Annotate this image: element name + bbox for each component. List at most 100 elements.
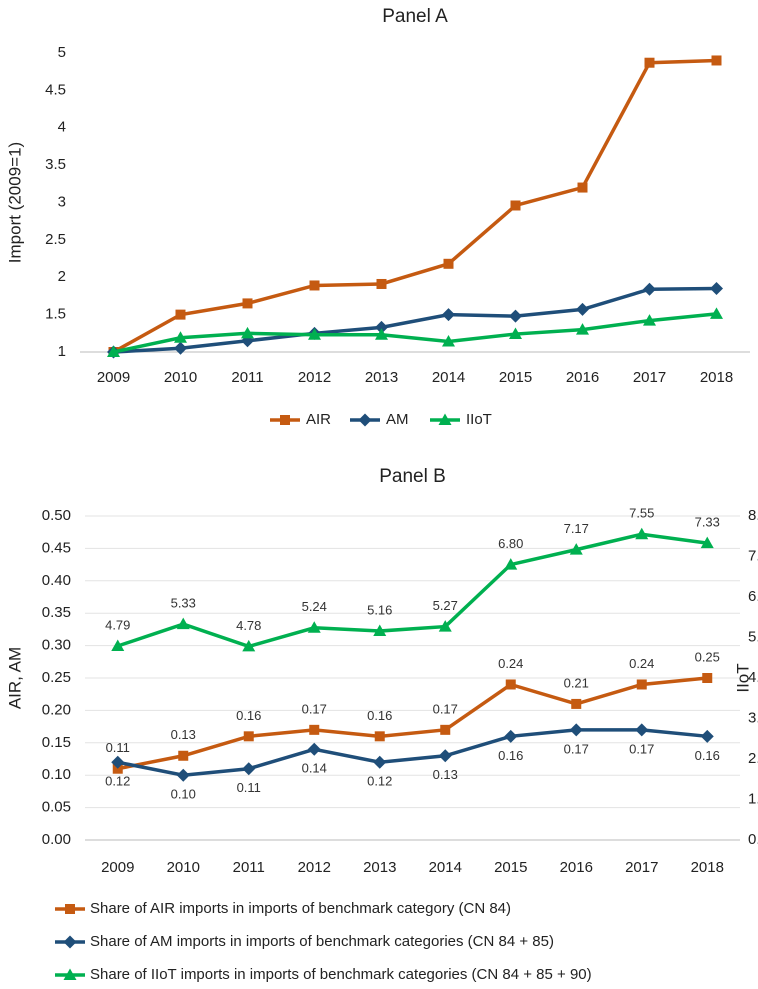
marker [643, 282, 656, 296]
x-tick-label: 2010 [167, 859, 200, 876]
y2-tick-label: 8.00 [748, 507, 758, 524]
x-tick-label: 2014 [429, 859, 462, 876]
data-label: 4.78 [236, 618, 261, 633]
marker [375, 328, 388, 340]
marker [442, 335, 455, 347]
data-label: 0.25 [695, 649, 720, 664]
data-label: 0.12 [105, 774, 130, 789]
marker [702, 673, 713, 683]
y-tick-label: 1 [58, 343, 66, 360]
marker [309, 724, 320, 735]
data-label: 0.21 [564, 675, 589, 690]
marker [504, 558, 518, 570]
marker [176, 617, 190, 630]
x-tick-label: 2016 [566, 369, 599, 386]
y-tick-label: 0.15 [42, 734, 71, 751]
y-tick-label: 4 [58, 119, 66, 136]
x-tick-label: 2011 [231, 369, 263, 386]
x-tick-label: 2018 [700, 369, 733, 386]
marker [443, 258, 454, 269]
marker [175, 309, 186, 320]
x-tick-label: 2009 [101, 859, 134, 876]
data-label: 0.17 [629, 741, 654, 756]
y-tick-label: 3.5 [45, 156, 66, 173]
marker [373, 755, 387, 769]
x-tick-label: 2013 [363, 859, 396, 876]
y-tick-label: 0.40 [42, 572, 71, 589]
line [117, 676, 708, 771]
marker [569, 723, 583, 737]
data-label: 7.55 [629, 506, 654, 521]
line [117, 728, 708, 777]
chart-title: Panel A [382, 6, 448, 27]
data-label: 0.24 [629, 656, 654, 671]
x-tick-label: 2016 [560, 859, 593, 876]
data-label: 0.13 [433, 767, 458, 782]
data-label: 0.10 [171, 787, 196, 802]
legend-label: Share of AIR imports in imports of bench… [90, 900, 511, 917]
marker [309, 280, 320, 291]
y2-tick-label: 1.00 [748, 790, 758, 807]
marker [504, 729, 518, 743]
data-label: 0.16 [367, 708, 392, 723]
data-label: 0.17 [564, 741, 589, 756]
x-tick-label: 2017 [625, 859, 658, 876]
x-tick-label: 2011 [233, 859, 265, 876]
data-label: 0.16 [236, 708, 261, 723]
x-tick-label: 2010 [164, 369, 197, 386]
marker [242, 762, 256, 776]
legend-label: IIoT [466, 411, 492, 428]
marker [111, 755, 125, 769]
data-label: 0.13 [171, 727, 196, 742]
marker [374, 731, 385, 742]
marker [242, 298, 253, 309]
legend-label: AIR [306, 411, 331, 428]
data-label: 0.12 [367, 774, 392, 789]
data-label: 0.24 [498, 656, 523, 671]
y-tick-label: 4.5 [45, 81, 66, 98]
data-label: 5.16 [367, 602, 392, 617]
data-label: 0.17 [302, 701, 327, 716]
marker [643, 314, 656, 326]
chart-title: Panel B [379, 466, 446, 487]
marker [505, 679, 516, 690]
y-tick-label: 0.50 [42, 507, 71, 524]
y-tick-label: 0.05 [42, 799, 71, 816]
data-label: 7.33 [695, 515, 720, 530]
marker [373, 624, 387, 637]
marker [571, 698, 582, 709]
y2-tick-label: 3.00 [748, 709, 758, 726]
marker [644, 57, 655, 68]
marker [635, 527, 649, 540]
marker [280, 415, 290, 425]
marker [176, 768, 190, 782]
marker [509, 309, 522, 323]
y2-tick-label: 7.00 [748, 547, 758, 564]
y2-axis-label: IIoT [733, 663, 752, 692]
marker [375, 320, 388, 334]
y-tick-label: 0.00 [42, 831, 71, 848]
marker [636, 679, 647, 690]
marker [710, 281, 723, 295]
y-tick-label: 0.30 [42, 637, 71, 654]
marker [576, 323, 589, 335]
data-label: 0.16 [498, 748, 523, 763]
y-tick-label: 2.5 [45, 231, 66, 248]
marker [438, 749, 452, 763]
marker [700, 536, 714, 549]
marker [710, 307, 723, 319]
marker [65, 904, 75, 914]
y-tick-label: 0.35 [42, 604, 71, 621]
marker [107, 345, 120, 357]
y-tick-label: 0.45 [42, 539, 71, 556]
data-label: 6.80 [498, 536, 523, 551]
marker [440, 724, 451, 735]
x-tick-label: 2017 [633, 369, 666, 386]
x-tick-label: 2014 [432, 369, 465, 386]
marker [510, 200, 521, 211]
data-label: 4.79 [105, 617, 130, 632]
marker [178, 750, 189, 761]
y2-tick-label: 4.00 [748, 669, 758, 686]
y-tick-label: 5 [58, 44, 66, 61]
